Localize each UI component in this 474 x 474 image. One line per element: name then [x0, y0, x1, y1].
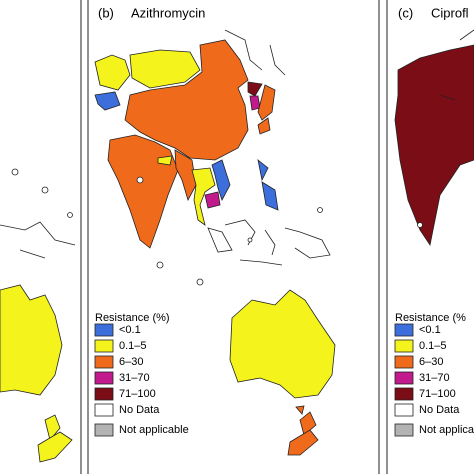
legend-label: 6–30 — [419, 356, 443, 368]
legend-label: Not applicable — [119, 424, 189, 436]
panel-title: Azithromycin — [131, 5, 205, 20]
legend-label: 31–70 — [419, 372, 450, 384]
panel-frame — [386, 0, 388, 474]
legend-swatch — [94, 387, 114, 401]
map-middle — [94, 29, 336, 456]
legend-swatch — [94, 423, 114, 437]
legend-label: 71–100 — [119, 388, 156, 400]
legend-swatch — [94, 403, 114, 417]
panel-label: (b) — [98, 5, 114, 20]
legend-label: 0.1–5 — [119, 340, 147, 352]
map-left — [0, 168, 76, 463]
legend-swatch — [94, 323, 114, 337]
panel-frame — [80, 0, 82, 474]
legend-label: 71–100 — [419, 388, 456, 400]
legend-title: Resistance (% — [395, 312, 466, 324]
legend-swatch — [394, 403, 414, 417]
legend-swatch — [94, 355, 114, 369]
legend-label: No Data — [119, 404, 160, 416]
legend-swatch — [394, 387, 414, 401]
panel-title: Ciprofl — [431, 5, 469, 20]
legend-swatch — [394, 355, 414, 369]
legend-swatch — [394, 323, 414, 337]
legend-label: 0.1–5 — [419, 340, 447, 352]
legend-label: Not applica — [419, 424, 474, 436]
legend-swatch — [94, 371, 114, 385]
map-right — [394, 29, 474, 247]
legend-swatch — [394, 371, 414, 385]
legend-swatch — [94, 339, 114, 353]
panel-label: (c) — [398, 5, 413, 20]
legend-label: <0.1 — [119, 324, 141, 336]
legend-title: Resistance (%) — [95, 312, 170, 324]
legend-label: <0.1 — [419, 324, 441, 336]
legend-swatch — [394, 423, 414, 437]
legend-label: 31–70 — [119, 372, 150, 384]
legend-swatch — [394, 339, 414, 353]
panel-frame — [87, 0, 380, 474]
legend-label: No Data — [419, 404, 460, 416]
legend-label: 6–30 — [119, 356, 143, 368]
